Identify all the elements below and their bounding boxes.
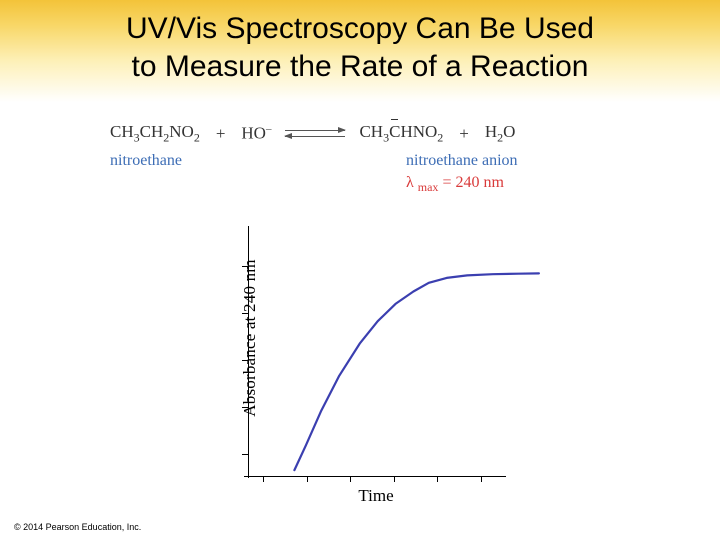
x-tick xyxy=(350,476,351,482)
x-axis-label: Time xyxy=(248,486,504,506)
y-tick xyxy=(242,313,248,314)
y-tick xyxy=(242,407,248,408)
chemical-equation: CH3CH2NO2 + HO– CH3CHNO2 + H2O xyxy=(110,122,630,182)
y-tick xyxy=(242,266,248,267)
product-water: H2O xyxy=(485,122,516,145)
plus-2: + xyxy=(457,124,471,144)
label-nitroethane-anion: nitroethane anion xyxy=(406,152,518,170)
equilibrium-arrows-icon xyxy=(285,127,345,141)
absorbance-curve xyxy=(288,232,544,480)
plot-area xyxy=(248,226,504,474)
kinetics-chart: Absorbance at 240 nm Time xyxy=(208,220,518,510)
slide-title: UV/Vis Spectroscopy Can Be Used to Measu… xyxy=(0,10,720,86)
y-axis-label: Absorbance at 240 nm xyxy=(240,218,260,458)
y-tick xyxy=(242,454,248,455)
plus-1: + xyxy=(214,124,228,144)
label-nitroethane: nitroethane xyxy=(110,152,182,170)
title-line-2: to Measure the Rate of a Reaction xyxy=(132,50,589,83)
y-tick xyxy=(242,360,248,361)
x-tick xyxy=(437,476,438,482)
copyright-footer: © 2014 Pearson Education, Inc. xyxy=(14,522,141,532)
reactant-nitroethane: CH3CH2NO2 xyxy=(110,122,200,145)
x-tick xyxy=(263,476,264,482)
x-tick xyxy=(307,476,308,482)
x-tick xyxy=(394,476,395,482)
reactant-hydroxide: HO– xyxy=(241,123,271,144)
label-lambda-max: λ max = 240 nm xyxy=(406,174,504,195)
equation-row: CH3CH2NO2 + HO– CH3CHNO2 + H2O xyxy=(110,122,630,145)
product-nitroethane-anion: CH3CHNO2 xyxy=(359,122,443,145)
x-tick xyxy=(481,476,482,482)
title-line-1: UV/Vis Spectroscopy Can Be Used xyxy=(126,12,594,45)
